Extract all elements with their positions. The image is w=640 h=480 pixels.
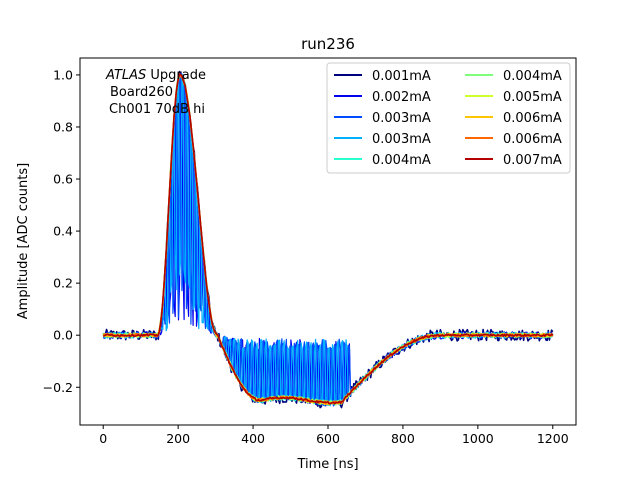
axes: 0 200 400 600 800 1000 1200 −0.2 0.0 0.2 0.4 0.6 0.8…	[43, 67, 569, 446]
legend-label: 0.003mA	[372, 111, 431, 126]
legend-label: 0.006mA	[503, 111, 562, 126]
x-axis-label: Time [ns]	[296, 457, 358, 472]
legend-box	[326, 62, 571, 174]
x-tick-label: 1000	[462, 431, 494, 446]
x-tick-label: 0	[99, 431, 107, 446]
plot-area	[102, 70, 554, 409]
y-tick-label: 0.6	[53, 172, 73, 187]
y-axis-label: Amplitude [ADC counts]	[16, 163, 31, 319]
y-tick-label: 0.2	[53, 276, 73, 291]
x-tick-label: 600	[316, 431, 340, 446]
series-line	[103, 73, 554, 405]
y-tick-label: −0.2	[43, 380, 73, 395]
annotation-upgrade: Upgrade	[146, 68, 206, 83]
annotation-line-1: ATLAS Upgrade	[105, 68, 206, 83]
x-tick-label: 200	[166, 431, 190, 446]
legend-label: 0.006mA	[503, 132, 562, 147]
legend-label: 0.007mA	[503, 153, 562, 168]
x-tick-label: 400	[241, 431, 265, 446]
y-tick-label: 1.0	[53, 67, 73, 82]
chart-title: run236	[301, 35, 355, 53]
annotation-line-2: Board260	[110, 85, 173, 100]
legend: 0.001mA 0.002mA 0.003mA 0.003mA 0.004mA 0.004…	[326, 62, 571, 174]
y-tick-label: 0.4	[53, 224, 73, 239]
y-tick-label: 0.0	[53, 328, 73, 343]
legend-label: 0.005mA	[503, 90, 562, 105]
legend-label: 0.003mA	[372, 132, 431, 147]
annotation: ATLAS Upgrade Board260 Ch001 70dB hi	[105, 68, 206, 117]
y-tick-label: 0.8	[53, 119, 73, 134]
legend-label: 0.001mA	[372, 69, 431, 84]
annotation-atlas: ATLAS	[105, 68, 146, 83]
legend-label: 0.004mA	[372, 153, 431, 168]
x-tick-label: 1200	[537, 431, 569, 446]
legend-label: 0.002mA	[372, 90, 431, 105]
x-tick-label: 800	[391, 431, 415, 446]
annotation-line-3: Ch001 70dB hi	[109, 102, 205, 117]
legend-label: 0.004mA	[503, 69, 562, 84]
